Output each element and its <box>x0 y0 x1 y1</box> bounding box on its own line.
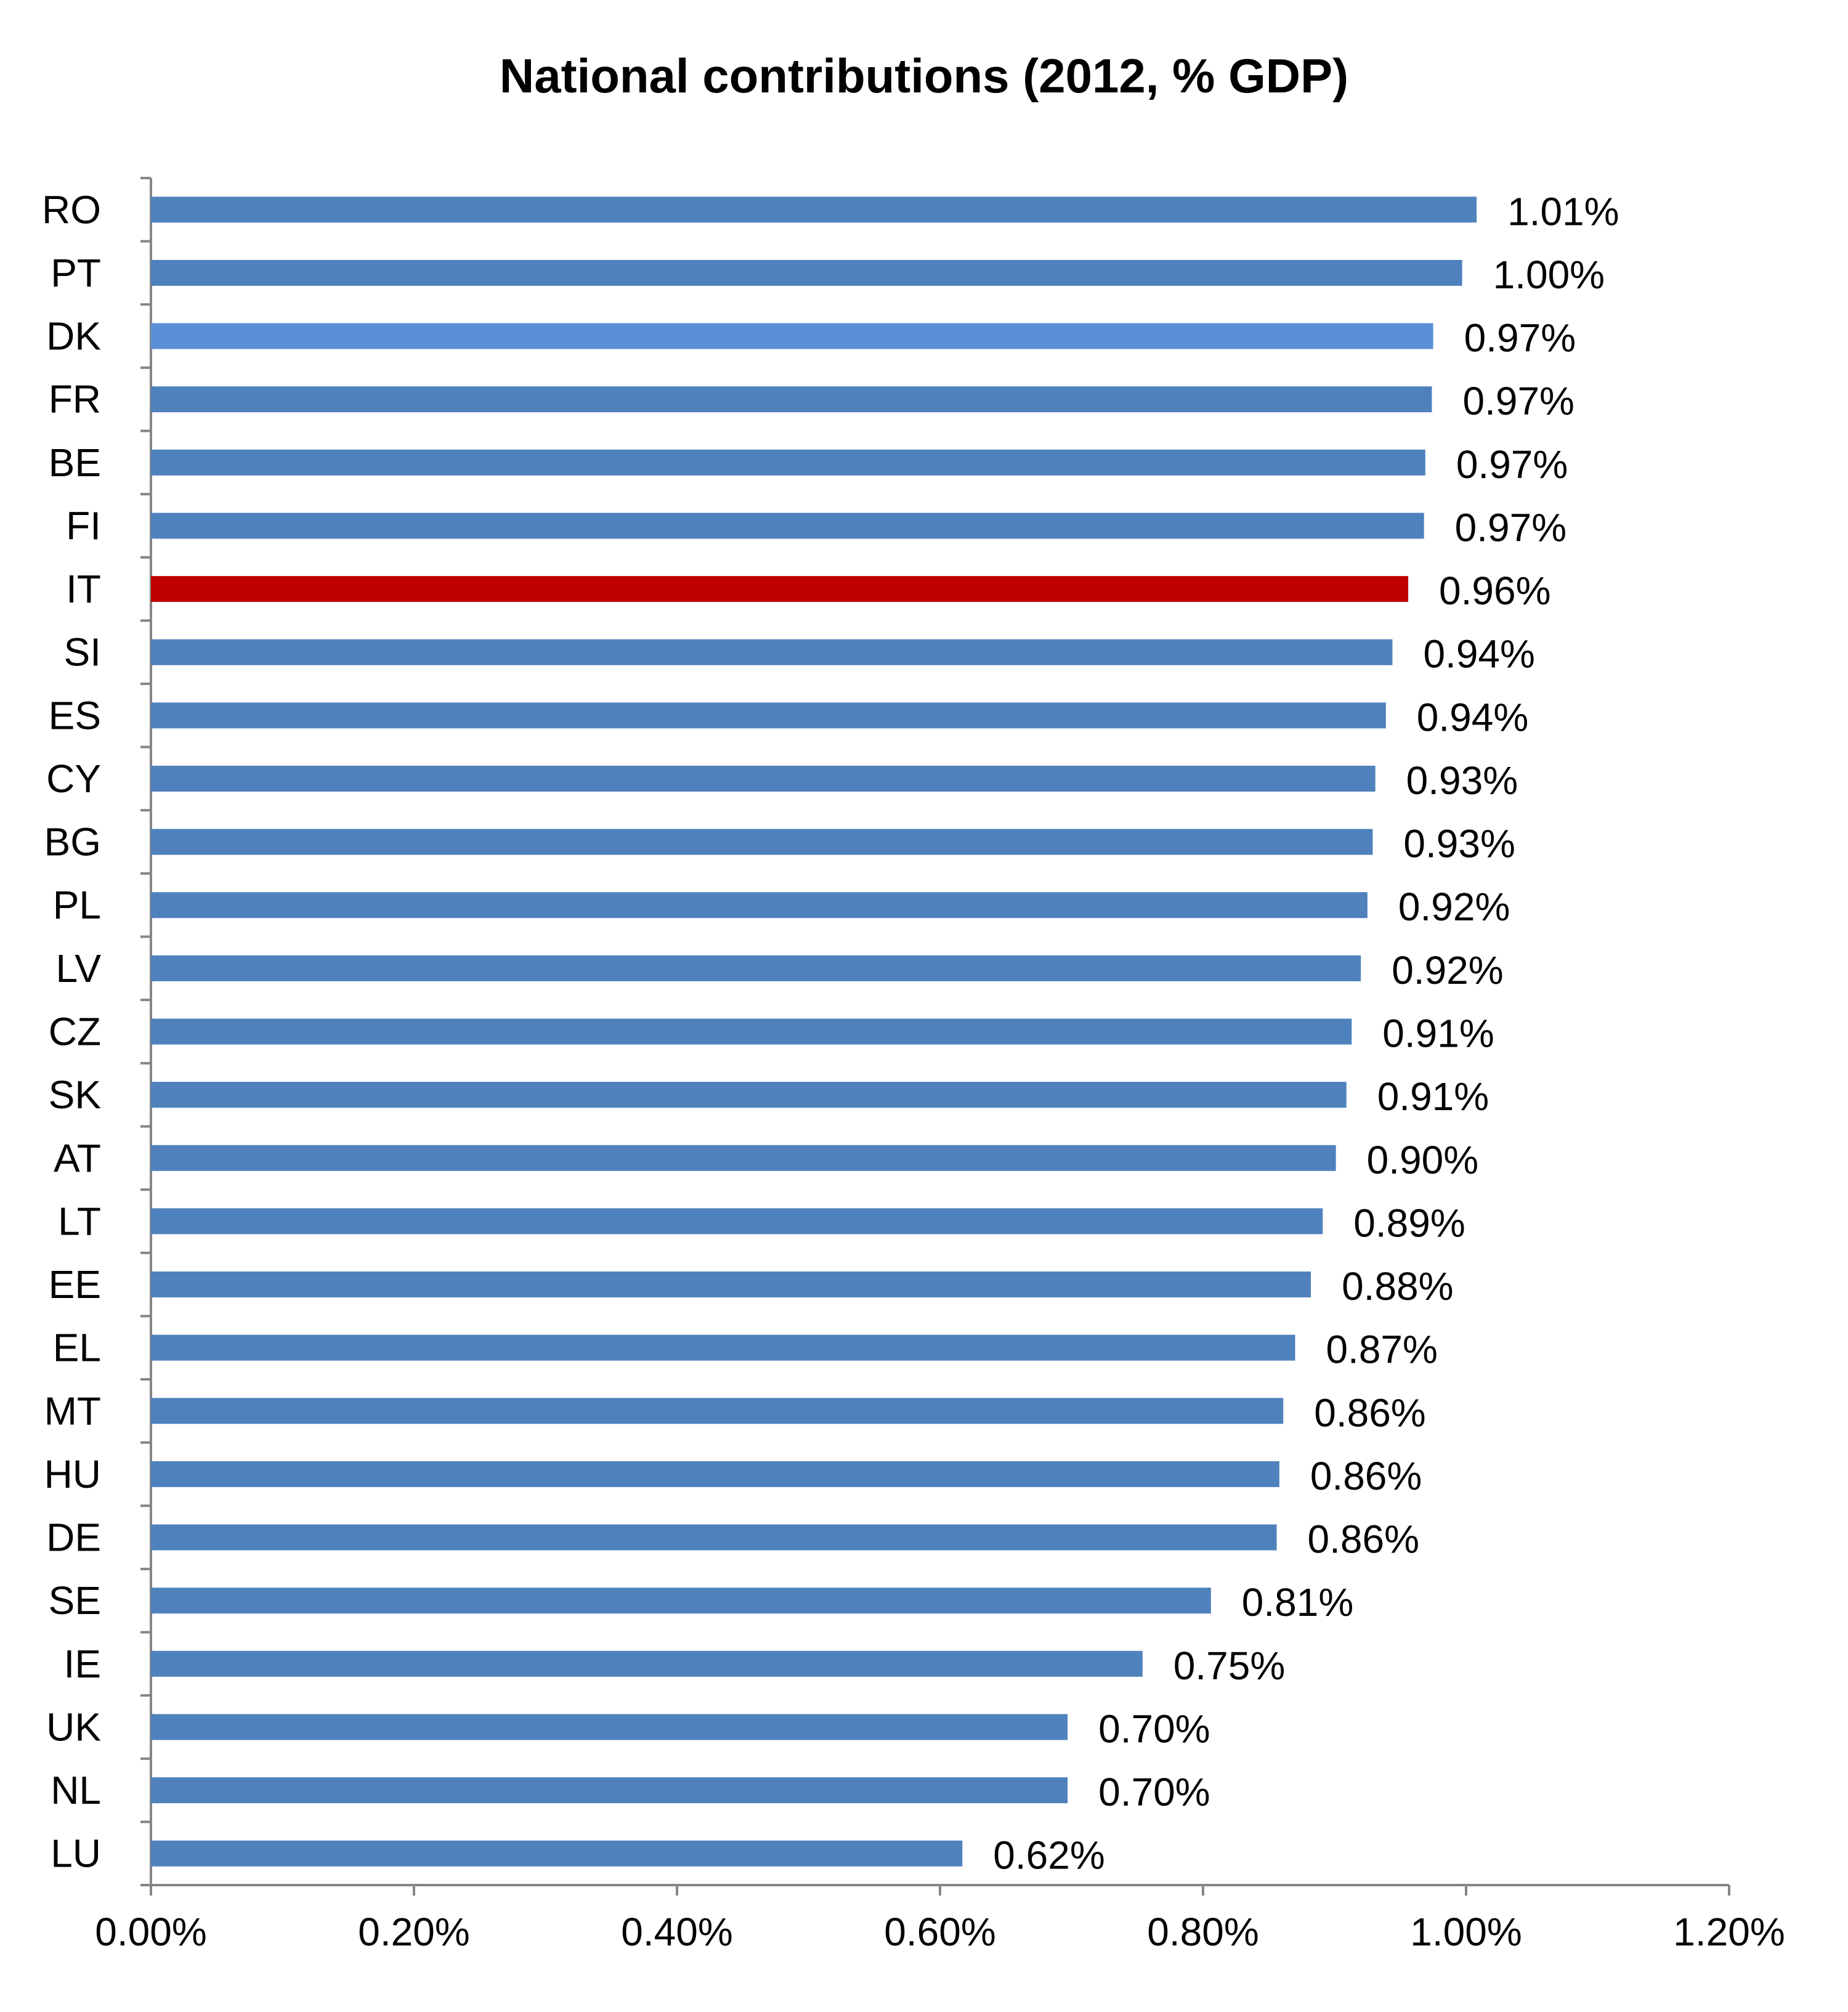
data-label: 0.92% <box>1398 885 1510 929</box>
category-label: FR <box>49 377 101 421</box>
category-label: UK <box>46 1705 101 1749</box>
data-label: 0.88% <box>1342 1264 1453 1308</box>
data-label: 0.91% <box>1382 1012 1494 1056</box>
data-label: 0.86% <box>1314 1390 1425 1435</box>
data-label: 0.97% <box>1456 442 1568 487</box>
data-label: 0.97% <box>1462 379 1574 423</box>
data-label: 0.86% <box>1310 1454 1422 1498</box>
category-label: SI <box>64 630 101 675</box>
bar <box>151 1777 1068 1804</box>
bar <box>151 323 1433 349</box>
category-label: CY <box>46 757 101 801</box>
bar <box>151 1398 1284 1424</box>
x-tick-label: 0.80% <box>1147 1910 1258 1954</box>
category-label: NL <box>51 1768 101 1812</box>
category-label: EE <box>49 1262 101 1307</box>
category-label: LT <box>58 1199 101 1243</box>
category-label: LV <box>55 946 101 991</box>
data-label: 0.91% <box>1377 1074 1489 1119</box>
data-label: 0.70% <box>1098 1706 1210 1751</box>
data-label: 0.81% <box>1242 1580 1353 1625</box>
data-label: 0.94% <box>1423 632 1534 676</box>
category-label: RO <box>42 187 101 232</box>
data-label: 0.70% <box>1098 1770 1210 1814</box>
data-label: 0.97% <box>1464 316 1576 360</box>
bar <box>151 1272 1311 1298</box>
data-label: 0.86% <box>1308 1517 1419 1562</box>
chart-title: National contributions (2012, % GDP) <box>500 49 1348 103</box>
data-label: 0.94% <box>1417 695 1528 739</box>
bar <box>151 1714 1068 1740</box>
x-tick-label: 1.20% <box>1673 1910 1785 1954</box>
bar <box>151 1334 1295 1361</box>
x-tick-label: 0.00% <box>95 1910 206 1954</box>
data-label: 0.89% <box>1353 1201 1465 1245</box>
category-label: CZ <box>49 1010 101 1054</box>
bar <box>151 576 1409 602</box>
category-label: EL <box>53 1326 101 1370</box>
data-label: 0.93% <box>1406 758 1518 803</box>
bar <box>151 955 1361 981</box>
category-label: PL <box>53 883 101 927</box>
x-tick-label: 0.20% <box>358 1910 469 1954</box>
x-tick-label: 0.60% <box>884 1910 995 1954</box>
data-label: 0.87% <box>1326 1328 1437 1372</box>
bar <box>151 765 1376 792</box>
bar <box>151 386 1432 413</box>
bar <box>151 639 1393 665</box>
bar <box>151 892 1368 919</box>
x-tick-label: 0.40% <box>621 1910 732 1954</box>
bar <box>151 1145 1336 1171</box>
bar <box>151 829 1373 855</box>
category-label: DE <box>46 1515 101 1560</box>
bar <box>151 513 1424 539</box>
data-label: 1.01% <box>1507 189 1619 233</box>
bar <box>151 1650 1143 1677</box>
category-label: SK <box>49 1073 101 1117</box>
plot-area: 0.00% 0.20% 0.40% 0.60% 0.80% 1.00% 1.20% RO 1.0… <box>42 177 1785 1954</box>
data-label: 0.62% <box>993 1833 1104 1878</box>
bar <box>151 1461 1279 1487</box>
data-label: 0.90% <box>1367 1138 1478 1182</box>
data-label: 0.92% <box>1392 948 1503 992</box>
data-label: 0.97% <box>1455 505 1566 550</box>
bar <box>151 449 1425 476</box>
category-label: IE <box>64 1642 101 1686</box>
bar <box>151 702 1386 729</box>
category-label: MT <box>44 1389 101 1433</box>
bar <box>151 1840 963 1867</box>
bar <box>151 1082 1347 1108</box>
category-label: BG <box>44 820 101 864</box>
category-label: SE <box>49 1578 101 1623</box>
category-label: PT <box>51 251 101 295</box>
category-label: BE <box>49 440 101 485</box>
bar <box>151 1588 1211 1614</box>
category-label: IT <box>66 567 101 611</box>
bar <box>151 259 1462 286</box>
category-label: DK <box>46 314 101 359</box>
category-label: FI <box>66 503 101 548</box>
data-label: 0.93% <box>1403 822 1515 866</box>
bar <box>151 1524 1277 1551</box>
category-label: AT <box>54 1136 101 1180</box>
bar <box>151 197 1477 223</box>
data-label: 1.00% <box>1493 253 1605 297</box>
x-tick-label: 1.00% <box>1410 1910 1522 1954</box>
bar <box>151 1018 1352 1045</box>
category-label: HU <box>44 1452 101 1496</box>
data-label: 0.96% <box>1439 569 1550 613</box>
category-label: LU <box>51 1831 101 1876</box>
data-label: 0.75% <box>1173 1644 1285 1688</box>
bar <box>151 1208 1323 1235</box>
category-label: ES <box>49 693 101 737</box>
